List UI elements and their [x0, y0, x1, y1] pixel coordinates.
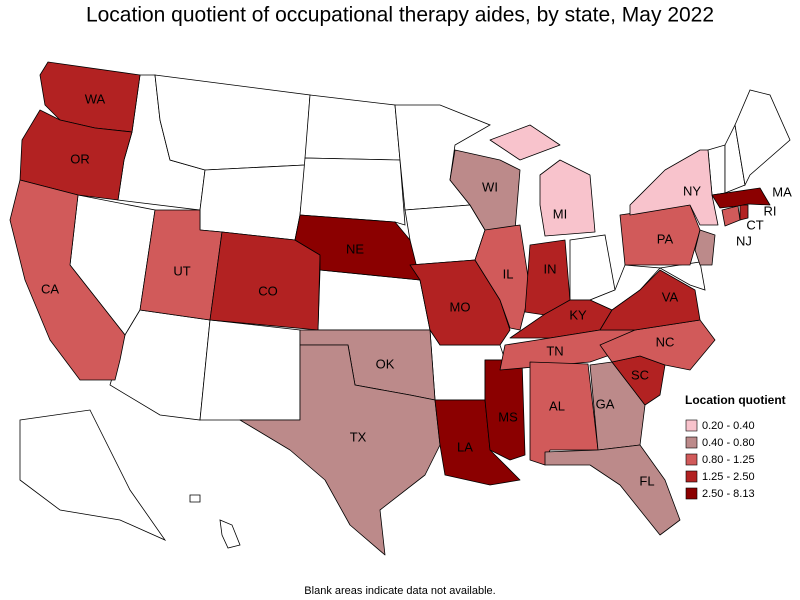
blank-states: [19, 74, 791, 549]
state-label: NC: [656, 334, 675, 349]
state-label: CT: [746, 217, 763, 232]
state: [474, 224, 531, 331]
state: [529, 361, 599, 466]
state: [629, 149, 719, 226]
state-label: CO: [258, 283, 278, 298]
legend-swatch: [685, 436, 698, 449]
legend-swatch: [685, 487, 698, 500]
state-label: KY: [569, 307, 587, 322]
state-label: IL: [503, 266, 514, 281]
state-label: MO: [450, 299, 471, 314]
state-blank: [199, 319, 301, 421]
legend: Location quotient 0.20 - 0.40 0.40 - 0.80…: [685, 393, 786, 500]
state-blank: [19, 409, 167, 541]
state: [209, 231, 321, 331]
state-label: CA: [41, 281, 59, 296]
state-label: NJ: [736, 233, 752, 248]
legend-label: 1.25 - 2.50: [702, 471, 755, 483]
state-blank: [189, 494, 201, 503]
state-label: IN: [544, 261, 557, 276]
legend-label: 0.20 - 0.40: [702, 420, 755, 432]
legend-swatch: [685, 470, 698, 483]
legend-swatch: [685, 419, 698, 432]
state: [599, 269, 701, 331]
states: [9, 61, 771, 556]
state-label: AL: [549, 398, 565, 413]
state-labels: WA OR CA UT CO NE MO OK TX LA MS WI IL IN MI KY TN AL GA FL…: [41, 91, 792, 488]
map-title: Location quotient of occupational therap…: [86, 4, 714, 27]
state-label: WA: [85, 91, 106, 106]
state-label: LA: [457, 439, 473, 454]
state-label: MI: [553, 206, 567, 221]
state: [711, 187, 771, 209]
state-label: OK: [376, 356, 395, 371]
state-blank: [154, 74, 311, 171]
state-blank: [199, 164, 306, 241]
state-label: MS: [498, 409, 518, 424]
state: [294, 214, 421, 281]
state-blank: [734, 89, 791, 187]
state: [739, 204, 749, 221]
state: [489, 124, 596, 237]
state: [19, 109, 133, 201]
state-label: VA: [662, 289, 679, 304]
state-label: SC: [631, 367, 649, 382]
state: [721, 205, 741, 227]
state-label: PA: [657, 231, 674, 246]
state-blank: [219, 519, 241, 549]
state: [239, 344, 441, 556]
legend-swatch: [685, 453, 698, 466]
state-blank: [304, 94, 401, 161]
state: [9, 179, 126, 381]
state-label: GA: [596, 396, 615, 411]
state-label: NY: [683, 183, 701, 198]
state-label: MA: [772, 184, 792, 199]
legend-label: 0.80 - 1.25: [702, 454, 755, 466]
state-blank: [569, 234, 616, 301]
state-label: TN: [546, 343, 563, 358]
state-label: TX: [350, 429, 367, 444]
state-label: UT: [173, 263, 190, 278]
state-label: OR: [70, 151, 90, 166]
legend-label: 2.50 - 8.13: [702, 488, 755, 500]
state: [694, 229, 716, 266]
state: [544, 444, 681, 536]
footnote: Blank areas indicate data not available.: [304, 585, 495, 597]
state-label: WI: [482, 179, 498, 194]
legend-title: Location quotient: [685, 393, 786, 407]
state-label: FL: [639, 473, 654, 488]
state: [589, 361, 646, 451]
state-blank: [404, 204, 486, 266]
state-label: RI: [764, 203, 777, 218]
state-blank: [299, 157, 406, 226]
state-label: NE: [346, 241, 364, 256]
legend-label: 0.40 - 0.80: [702, 437, 755, 449]
